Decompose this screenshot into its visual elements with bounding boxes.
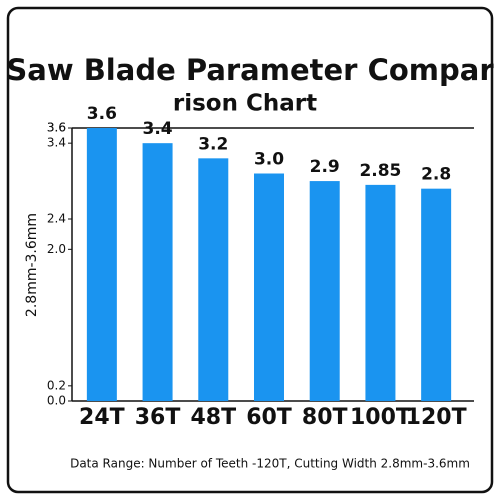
value-label: 2.9 <box>310 157 340 177</box>
bar <box>365 184 396 401</box>
bar <box>142 143 173 401</box>
value-label: 3.0 <box>254 150 284 170</box>
bar <box>421 188 452 401</box>
value-label: 3.2 <box>198 134 228 154</box>
value-label: 3.4 <box>143 119 173 139</box>
x-tick-label: 60T <box>246 405 292 430</box>
bar <box>86 128 117 401</box>
footnote: Data Range: Number of Teeth -120T, Cutti… <box>70 457 470 471</box>
chart-title: rison Chart <box>173 91 317 117</box>
y-tick-label: 2.4 <box>47 212 66 226</box>
y-tick-label: 3.6 <box>47 121 66 135</box>
x-tick-label: 36T <box>135 405 181 430</box>
x-tick-label: 100T <box>350 405 411 430</box>
x-tick-label: 48T <box>190 405 236 430</box>
bar <box>309 181 340 401</box>
y-tick-label: 0.2 <box>47 378 66 392</box>
value-label: 2.85 <box>359 161 401 181</box>
x-tick-label: 120T <box>406 405 467 430</box>
bar <box>198 158 229 401</box>
chart-title: Saw Blade Parameter Compar <box>6 53 494 87</box>
x-tick-label: 80T <box>302 405 348 430</box>
bar <box>254 173 284 401</box>
x-tick-label: 24T <box>79 405 125 430</box>
y-axis-label: 2.8mm-3.6mm <box>24 213 40 317</box>
y-tick-label: 0.0 <box>47 394 66 408</box>
y-tick-label: 2.0 <box>47 242 66 256</box>
y-tick-label: 3.4 <box>47 136 66 150</box>
value-label: 2.8 <box>421 165 451 185</box>
value-label: 3.6 <box>87 104 117 124</box>
y-tick-label: 3.6 <box>47 121 66 135</box>
